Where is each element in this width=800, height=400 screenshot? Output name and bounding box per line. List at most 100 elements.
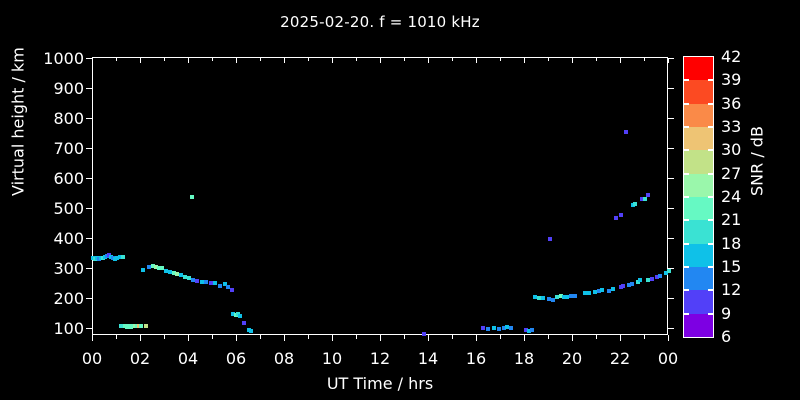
data-point (621, 284, 625, 288)
data-point (667, 269, 671, 273)
data-point (492, 326, 496, 330)
y-tick-label: 600 (53, 169, 84, 188)
x-major-tick-top (428, 58, 429, 63)
x-tick-label: 14 (417, 349, 439, 368)
data-point (533, 295, 537, 299)
data-point (141, 268, 145, 272)
x-minor-tick-top (356, 58, 357, 61)
colorbar-tick-label: 39 (721, 70, 742, 90)
data-point (200, 280, 204, 284)
x-major-tick (428, 335, 429, 341)
y-major-tick (86, 208, 92, 209)
y-major-tick-right (668, 268, 674, 269)
data-point (242, 321, 246, 325)
data-point (183, 275, 187, 279)
data-point (160, 266, 164, 270)
y-tick-label: 100 (53, 319, 84, 338)
colorbar-tick-label: 36 (721, 93, 742, 113)
x-major-tick-top (380, 58, 381, 63)
x-major-tick (92, 335, 93, 341)
data-point (121, 255, 125, 259)
data-point (524, 328, 528, 332)
data-point (481, 326, 485, 330)
colorbar-tick-label: 18 (721, 233, 742, 253)
data-point (559, 294, 563, 298)
y-tick-label: 500 (53, 199, 84, 218)
y-tick-label: 400 (53, 229, 84, 248)
colorbar-notch-right (708, 173, 713, 175)
colorbar-notch-left (684, 266, 689, 268)
data-point (230, 288, 234, 292)
y-major-tick-right (668, 118, 674, 119)
data-point (175, 272, 179, 276)
x-tick-label: 16 (465, 349, 487, 368)
colorbar-segment (684, 313, 713, 337)
y-major-tick-right (668, 58, 674, 59)
data-point (573, 294, 577, 298)
data-point (530, 328, 534, 332)
x-major-tick-top (524, 58, 525, 63)
data-point (583, 291, 587, 295)
x-minor-tick (212, 335, 213, 339)
x-tick-label: 02 (129, 349, 151, 368)
y-major-tick (86, 178, 92, 179)
y-major-tick-right (668, 328, 674, 329)
data-point (547, 297, 551, 301)
x-minor-tick-top (212, 58, 213, 61)
x-minor-tick-top (164, 58, 165, 61)
data-point (569, 294, 573, 298)
data-point (565, 295, 569, 299)
data-point (422, 332, 426, 336)
colorbar-notch-right (708, 313, 713, 315)
y-major-tick (86, 328, 92, 329)
data-point (633, 202, 637, 206)
data-point (593, 290, 597, 294)
data-point (191, 278, 195, 282)
data-point (624, 130, 628, 134)
x-major-tick (188, 335, 189, 341)
x-minor-tick-top (404, 58, 405, 61)
colorbar-notch-left (684, 79, 689, 81)
y-major-tick (86, 298, 92, 299)
data-point (164, 269, 168, 273)
colorbar-notch-right (708, 243, 713, 245)
data-point (213, 281, 217, 285)
x-major-tick (332, 335, 333, 341)
colorbar-notch-left (684, 149, 689, 151)
y-major-tick-right (668, 238, 674, 239)
colorbar-tick-label: 42 (721, 47, 742, 66)
x-major-tick (668, 335, 669, 341)
x-tick-label: 04 (177, 349, 199, 368)
data-point (537, 296, 541, 300)
x-tick-label: 08 (273, 349, 295, 368)
colorbar-segment (684, 197, 713, 221)
y-major-tick-right (668, 208, 674, 209)
x-minor-tick-top (548, 58, 549, 61)
x-major-tick (476, 335, 477, 341)
data-point (614, 216, 618, 220)
data-point (115, 256, 119, 260)
colorbar-notch-left (684, 243, 689, 245)
y-tick-label: 800 (53, 109, 84, 128)
colorbar-tick-label: 24 (721, 187, 742, 206)
data-point (195, 279, 199, 283)
x-minor-tick-top (116, 58, 117, 61)
x-tick-label: 22 (609, 349, 631, 368)
data-point (664, 271, 668, 275)
x-minor-tick-top (452, 58, 453, 61)
data-point (646, 278, 650, 282)
x-minor-tick-top (500, 58, 501, 61)
data-point (655, 275, 659, 279)
colorbar-notch-right (708, 79, 713, 81)
data-point (218, 284, 222, 288)
x-major-tick (284, 335, 285, 341)
y-tick-label: 700 (53, 139, 84, 158)
colorbar-notch-right (708, 219, 713, 221)
data-point (541, 296, 545, 300)
y-tick-label: 900 (53, 79, 84, 98)
data-point (486, 327, 490, 331)
x-major-tick (140, 335, 141, 341)
y-major-tick-right (668, 298, 674, 299)
data-point (619, 213, 623, 217)
